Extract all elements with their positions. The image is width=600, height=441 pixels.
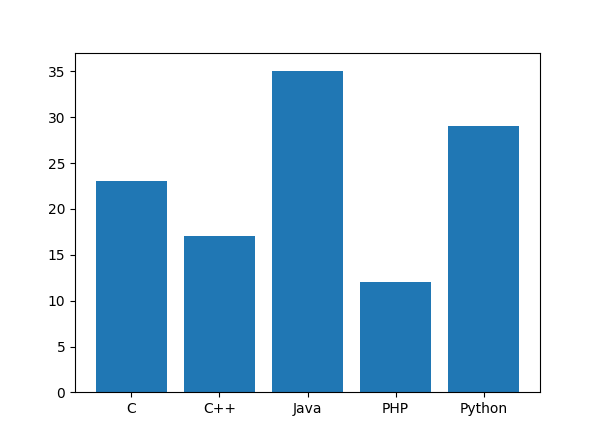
Bar: [96, 181, 167, 392]
Bar: [448, 126, 519, 392]
Bar: [184, 236, 254, 392]
Bar: [361, 282, 431, 392]
Bar: [272, 71, 343, 392]
